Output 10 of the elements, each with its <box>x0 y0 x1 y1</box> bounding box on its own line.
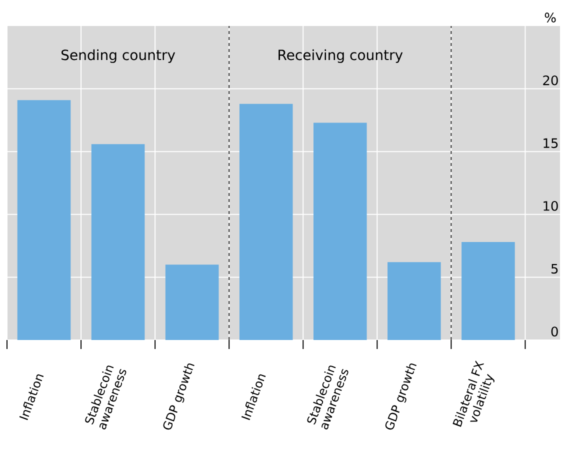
y-tick-label: 15 <box>544 138 558 148</box>
annotation: Sending country <box>62 49 176 63</box>
y-tick-label: 5 <box>551 264 558 274</box>
y-tick-label: 0 <box>551 326 558 336</box>
x-tick-label: GDP growth <box>385 363 416 430</box>
x-tick-label: GDP growth <box>163 363 194 430</box>
y-tick-label: 10 <box>544 201 558 211</box>
y-axis-title: % <box>544 12 556 22</box>
annotation: Receiving country <box>278 49 403 63</box>
y-tick-label: 20 <box>543 75 558 86</box>
